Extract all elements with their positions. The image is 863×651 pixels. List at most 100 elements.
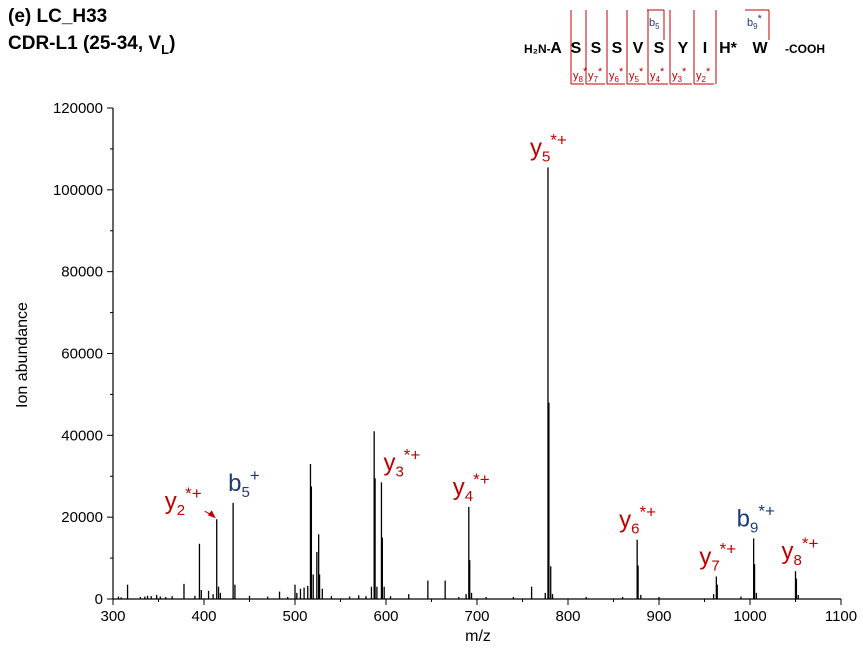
x-tick-label: 600 [373,608,398,625]
y-fragment-label: y7* [588,66,603,84]
y-fragment-sub: 4 [656,75,661,84]
region-title: CDR-L1 (25-34, VL) [8,33,175,57]
y-fragment-sub: 6 [615,75,620,84]
y-tick-label: 120000 [53,100,103,117]
y-fragment-sup: * [639,66,644,78]
y-fragment-sub: 7 [594,75,599,84]
region-title-subscript: L [161,42,169,57]
peak-label-y6: y6*+ [619,503,656,538]
axis-ticks: 300 400 500 600 700 800 900 1000 1100 0 20000 40000… [53,100,857,625]
panel-title: (e) LC_H33 [8,6,107,27]
y-fragment-ion: y [696,70,702,82]
x-tick-label: 500 [282,608,307,625]
peak-label-y4: y4*+ [453,470,490,505]
b-fragment-sub: 9 [753,22,758,31]
y-tick-label: 20000 [61,509,103,526]
peak-label-ion: y [530,134,542,161]
n-terminus: H₂N- [524,42,551,56]
peak-label-ion: y [619,507,631,534]
peak-label-sub: 6 [631,521,639,538]
x-tick-label: 1000 [733,608,766,625]
c-terminus: -COOH [785,42,825,56]
peak-label-sub: 7 [711,557,719,574]
fragmentation-map: H₂N- A S S S V S Y I H* W -COOH y8* y7* y6* y5* y4* y3… [524,9,825,85]
y-fragment-label: y4* [650,66,665,84]
peak-label-y5: y5*+ [530,130,567,165]
residue: W [752,40,768,57]
peak-label-y8: y8*+ [782,534,819,569]
residue: A [550,40,562,57]
x-tick-label: 1100 [825,608,857,625]
plot-area: 300 400 500 600 700 800 900 1000 1100 0 20000 40000… [53,100,857,625]
peak-label-sup: *+ [404,445,421,464]
residue: Y [678,40,689,57]
y-fragment-label: y6* [609,66,624,84]
peak-label-sup: + [250,466,260,485]
peak-label-ion: y [782,538,794,565]
y-fragment-sup: * [682,66,687,78]
residue: S [612,40,623,57]
y-fragment-label: y3* [672,66,687,84]
peak-label-ion: b [737,505,750,532]
peak-label-sup: *+ [720,539,737,558]
x-tick-label: 700 [464,608,489,625]
y-fragment-label: y5* [629,66,644,84]
peak-label-ion: y [165,488,177,515]
y-fragment-sup: * [619,66,624,78]
peak-label-sub: 5 [241,484,249,501]
y-fragment-ion: y [650,70,656,82]
y-fragment-label: y2* [696,66,711,84]
residue: H* [719,40,738,57]
y-axis-label: Ion abundance [14,302,31,408]
y-fragment-sup: * [598,66,603,78]
peak-label-sub: 8 [794,552,802,569]
y-fragment-sub: 3 [678,75,683,84]
residue: I [703,40,707,57]
y-tick-label: 0 [95,591,103,608]
y-tick-label: 100000 [53,182,103,199]
x-tick-label: 900 [646,608,671,625]
x-axis-label: m/z [465,628,491,645]
y-fragment-ion: y [629,70,635,82]
peak-label-sub: 4 [465,488,473,505]
y-fragment-sub: 8 [579,75,584,84]
peak-label-sup: *+ [185,484,202,503]
x-tick-label: 800 [555,608,580,625]
peak-label-sup: *+ [473,470,490,489]
y-tick-label: 40000 [61,427,103,444]
residue: V [633,40,644,57]
y-fragment-ion: y [609,70,615,82]
y-fragment-sub: 5 [635,75,640,84]
residue: S [571,40,582,57]
peak-label-sub: 2 [177,502,185,519]
peak-label-b5: b5+ [228,466,260,501]
y-tick-label: 80000 [61,264,103,281]
peak-label-sup: *+ [640,503,657,522]
y-fragment-ion: y [672,70,678,82]
y-fragment-label: y8* [573,66,588,84]
y-fragment-sup: * [583,66,588,78]
peak-label-sub: 3 [395,463,403,480]
b-fragment-sup: * [758,13,763,25]
peak-label-sup: *+ [802,534,819,553]
peak-annotations: y2*+ b5+ y3*+y4*+y5*+y6*+y7*+b9*+y8*+ [165,130,819,574]
x-tick-label: 400 [191,608,216,625]
b-fragment-label: b9* [747,13,763,31]
peak-label-y7: y7*+ [699,539,736,574]
sequence-residues: A S S S V S Y I H* W [550,40,768,57]
peak-label-y2: y2*+ [165,484,202,519]
y-fragment-sup: * [660,66,665,78]
peak-label-b9: b9*+ [737,501,775,536]
x-tick-label: 300 [100,608,125,625]
peak-label-y3: y3*+ [383,445,420,480]
region-title-close: ) [169,33,175,54]
arrow-head [207,510,216,519]
b-fragment-sub: 5 [655,22,660,31]
residue: S [654,40,665,57]
peak-label-sub: 5 [542,148,550,165]
y-fragment-sup: * [706,66,711,78]
fragment-markers: y8* y7* y6* y5* y4* y3* y2*b5 b9* [570,9,770,85]
peak-label-sup: *+ [758,501,775,520]
peak-label-sup: *+ [550,130,567,149]
